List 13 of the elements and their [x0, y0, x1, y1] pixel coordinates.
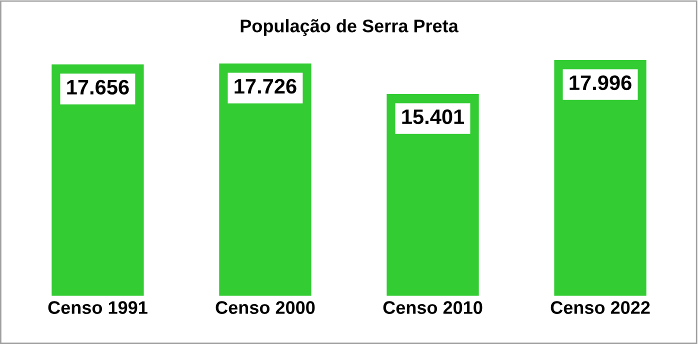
x-tick-label: Censo 2000 — [216, 301, 315, 314]
x-tick-label: Censo 2010 — [383, 301, 482, 314]
chart-title: População de Serra Preta — [240, 19, 458, 36]
data-label: 15.401 — [402, 109, 464, 124]
bar — [52, 64, 144, 296]
x-tick-label: Censo 1991 — [48, 301, 148, 314]
bar — [554, 60, 646, 296]
x-tick-label: Censo 2022 — [550, 301, 650, 314]
data-label: 17.996 — [570, 75, 632, 90]
bar — [386, 94, 479, 296]
data-label: 17.656 — [67, 80, 129, 95]
bar — [219, 63, 312, 296]
data-label: 17.726 — [234, 78, 296, 94]
